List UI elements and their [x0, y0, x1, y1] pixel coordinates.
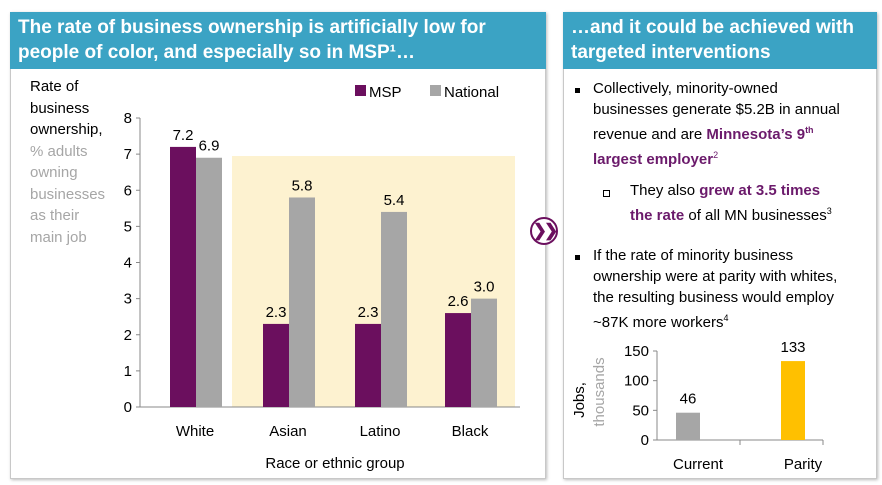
x-tick-label: Asian	[269, 423, 307, 440]
y-tick-label: 1	[124, 363, 132, 380]
x-tick-label: Current	[673, 456, 724, 473]
legend-label: MSP	[369, 84, 402, 101]
sub-bullet-highlight: grew at 3.5 times the rate	[630, 182, 821, 224]
bullet-icon	[575, 255, 580, 260]
y-tick-label: 50	[632, 402, 649, 419]
x-tick-label: White	[176, 423, 214, 440]
y-tick-label: 0	[124, 399, 132, 416]
sub-bullet-footnote: 3	[826, 206, 832, 216]
bar-national-black	[471, 298, 497, 407]
bullet-2: If the rate of minority business ownersh…	[593, 245, 853, 333]
y-axis-label: Jobs,	[571, 382, 588, 418]
bar-national-latino	[381, 211, 407, 407]
bullet-2-footnote: 4	[723, 313, 729, 323]
x-tick-label: Black	[452, 423, 489, 440]
y-axis-label: Rate of business ownership, % adults own…	[30, 76, 110, 248]
x-tick-label: Parity	[784, 456, 823, 473]
bullet-1-footnote: 2	[713, 150, 719, 160]
bar-msp-white	[170, 146, 196, 407]
bullet-1-text: Collectively, minority-owned businesses …	[593, 80, 840, 143]
right-title: …and it could be achieved with targeted …	[563, 12, 877, 69]
x-axis-label: Race or ethnic group	[265, 455, 404, 472]
bar-national-asian	[289, 197, 315, 407]
y-tick-label: 2	[124, 327, 132, 344]
y-axis-label-sub: thousands	[591, 357, 608, 426]
y-tick-label: 150	[624, 343, 649, 360]
data-label: 7.2	[173, 127, 194, 144]
y-tick-label: 7	[124, 146, 132, 163]
y-tick-label: 0	[641, 432, 649, 449]
arrow-icon: ❯❯	[530, 217, 558, 245]
bar-current	[676, 412, 700, 440]
bar-msp-asian	[263, 323, 289, 407]
bar-msp-black	[445, 313, 471, 407]
left-title: The rate of business ownership is artifi…	[10, 12, 546, 69]
legend-label: National	[444, 84, 499, 101]
y-tick-label: 8	[124, 110, 132, 127]
y-tick-label: 5	[124, 218, 132, 235]
data-label: 5.4	[384, 192, 405, 209]
bullet-1: Collectively, minority-owned businesses …	[593, 78, 853, 170]
bullet-1-sup-th: th	[805, 125, 814, 135]
bar-national-white	[196, 157, 222, 407]
y-tick-label: 6	[124, 182, 132, 199]
bullet-2-text: If the rate of minority business ownersh…	[593, 247, 838, 331]
bullet-1-highlight: Minnesota’s 9	[706, 126, 806, 143]
y-tick-label: 4	[124, 255, 132, 272]
x-tick-label: Latino	[360, 423, 401, 440]
data-label: 46	[680, 391, 697, 408]
legend-swatch-national	[430, 85, 441, 96]
data-label: 2.3	[266, 304, 287, 321]
data-label: 2.6	[448, 293, 469, 310]
bullet-1-highlight-2: largest employer	[593, 151, 714, 168]
sub-bullet-1: They also grew at 3.5 times the rate of …	[630, 180, 845, 226]
sub-bullet-text: They also	[630, 182, 700, 199]
y-tick-label: 100	[624, 373, 649, 390]
right-panel	[563, 12, 877, 479]
sub-bullet-icon	[603, 190, 610, 197]
bar-msp-latino	[355, 323, 381, 407]
bullet-icon	[575, 88, 580, 93]
data-label: 3.0	[474, 279, 495, 296]
y-tick-label: 3	[124, 291, 132, 308]
data-label: 6.9	[199, 138, 220, 155]
y-axis-label-sub: % adults owning businesses as their main…	[30, 142, 106, 246]
y-axis-label-main: Rate of business ownership,	[30, 78, 103, 138]
bar-parity	[781, 361, 805, 440]
data-label: 2.3	[358, 304, 379, 321]
data-label: 5.8	[292, 177, 313, 194]
data-label: 133	[780, 339, 805, 356]
sub-bullet-rest: of all MN businesses	[684, 207, 827, 224]
legend-swatch-msp	[355, 85, 366, 96]
